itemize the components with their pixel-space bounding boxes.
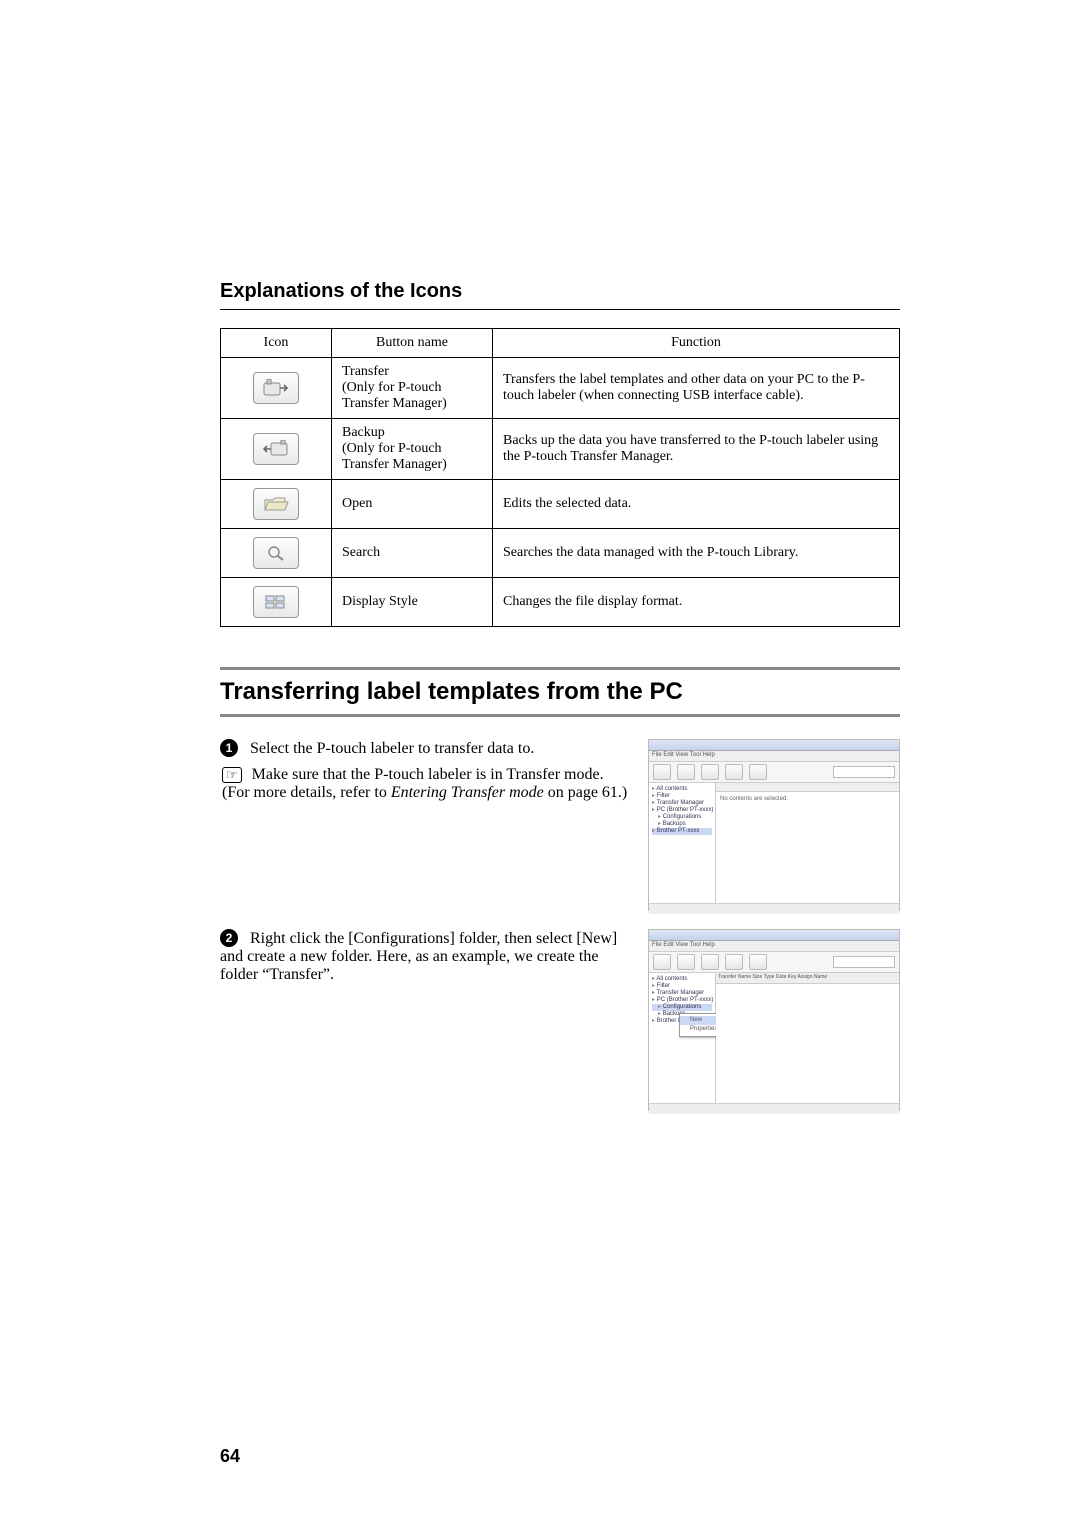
- row-name-sub: (Only for P-touch Transfer Manager): [342, 380, 447, 411]
- row-name: Open: [342, 496, 372, 511]
- step-1-text: Select the P-touch labeler to transfer d…: [250, 740, 534, 757]
- table-row: Backup (Only for P-touch Transfer Manage…: [221, 419, 900, 480]
- icon-explanation-table: Icon Button name Function Tran: [220, 328, 900, 627]
- row-name: Search: [342, 545, 380, 560]
- row-name: Display Style: [342, 594, 418, 609]
- screenshot-2: File Edit View Tool Help All contents Fi…: [648, 929, 900, 1111]
- open-icon: [253, 488, 299, 520]
- shot-menubar: File Edit View Tool Help: [649, 941, 899, 952]
- transfer-icon: [253, 372, 299, 404]
- row-func: Searches the data managed with the P-tou…: [493, 529, 900, 578]
- row-func: Backs up the data you have transferred t…: [493, 419, 900, 480]
- shot-empty-msg: No contents are selected.: [716, 792, 899, 806]
- note-icon: ☞: [222, 767, 242, 783]
- table-row: Open Edits the selected data.: [221, 480, 900, 529]
- step-2-text: Right click the [Configurations] folder,…: [220, 930, 617, 983]
- page-number: 64: [220, 1446, 240, 1467]
- row-func: Edits the selected data.: [493, 480, 900, 529]
- screenshot-1: File Edit View Tool Help All contents Fi…: [648, 739, 900, 911]
- display-style-icon: [253, 586, 299, 618]
- step-number-badge: 1: [220, 739, 238, 757]
- row-func: Changes the file display format.: [493, 578, 900, 627]
- th-name: Button name: [332, 329, 493, 358]
- row-name: Backup: [342, 425, 385, 440]
- icons-heading: Explanations of the Icons: [220, 280, 900, 310]
- step-1-note-tail: on page 61.): [548, 784, 628, 801]
- transfer-heading: Transferring label templates from the PC: [220, 667, 900, 717]
- table-row: Transfer (Only for P-touch Transfer Mana…: [221, 358, 900, 419]
- row-name: Transfer: [342, 364, 389, 379]
- row-func: Transfers the label templates and other …: [493, 358, 900, 419]
- step-number-badge: 2: [220, 929, 238, 947]
- th-func: Function: [493, 329, 900, 358]
- th-icon: Icon: [221, 329, 332, 358]
- step-2: 2 Right click the [Configurations] folde…: [220, 929, 900, 1111]
- table-row: Display Style Changes the file display f…: [221, 578, 900, 627]
- step-1: 1 Select the P-touch labeler to transfer…: [220, 739, 900, 911]
- backup-icon: [253, 433, 299, 465]
- search-icon: [253, 537, 299, 569]
- shot-menubar: File Edit View Tool Help: [649, 751, 899, 762]
- step-1-note-italic: Entering Transfer mode: [391, 784, 544, 801]
- row-name-sub: (Only for P-touch Transfer Manager): [342, 441, 447, 472]
- shot-list-header: Transfer Name Size Type Date Key Assign …: [716, 973, 899, 984]
- table-row: Search Searches the data managed with th…: [221, 529, 900, 578]
